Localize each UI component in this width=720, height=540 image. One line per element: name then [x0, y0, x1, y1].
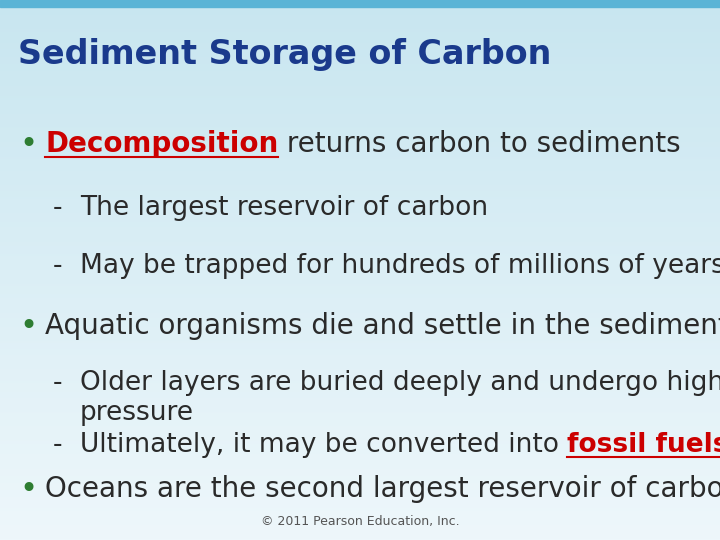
Text: Decomposition: Decomposition — [45, 130, 278, 158]
Text: The largest reservoir of carbon: The largest reservoir of carbon — [80, 195, 488, 221]
Text: Ultimately, it may be converted into: Ultimately, it may be converted into — [80, 432, 567, 458]
Text: May be trapped for hundreds of millions of years: May be trapped for hundreds of millions … — [80, 253, 720, 279]
Text: •: • — [19, 475, 37, 504]
Text: fossil fuels: fossil fuels — [567, 432, 720, 458]
Text: -: - — [53, 195, 63, 221]
Text: Oceans are the second largest reservoir of carbon: Oceans are the second largest reservoir … — [45, 475, 720, 503]
Bar — [0, 0, 720, 7]
Text: -: - — [53, 432, 63, 458]
Text: © 2011 Pearson Education, Inc.: © 2011 Pearson Education, Inc. — [261, 515, 459, 528]
Text: -: - — [53, 253, 63, 279]
Text: Sediment Storage of Carbon: Sediment Storage of Carbon — [18, 38, 552, 71]
Text: Aquatic organisms die and settle in the sediment: Aquatic organisms die and settle in the … — [45, 312, 720, 340]
Text: Older layers are buried deeply and undergo high
pressure: Older layers are buried deeply and under… — [80, 370, 720, 426]
Text: •: • — [19, 312, 37, 341]
Text: •: • — [19, 130, 37, 159]
Text: returns carbon to sediments: returns carbon to sediments — [278, 130, 681, 158]
Text: -: - — [53, 370, 63, 396]
